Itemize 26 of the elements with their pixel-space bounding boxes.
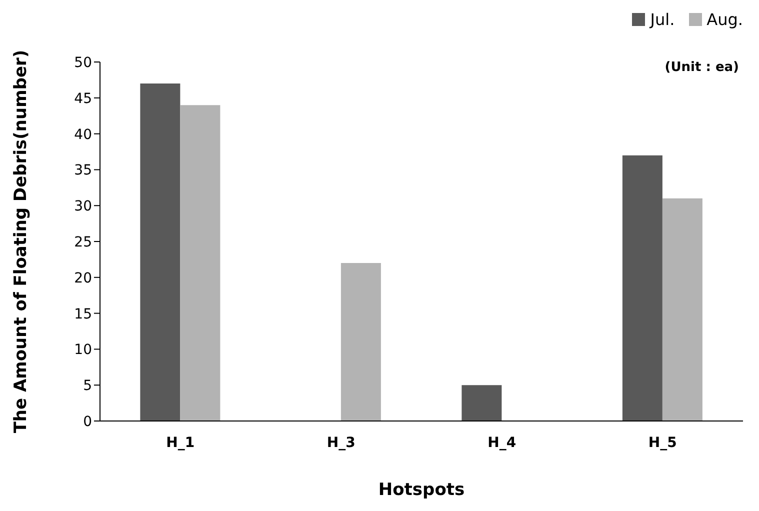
x-tick-label: H_3: [326, 434, 356, 451]
legend-label: Jul.: [650, 10, 675, 29]
bar: [622, 155, 662, 421]
y-axis-title: The Amount of Floating Debris(number): [11, 50, 32, 434]
bar: [462, 385, 502, 421]
bar: [140, 84, 180, 421]
x-tick-label: H_4: [488, 434, 516, 451]
y-tick-label: 5: [83, 378, 92, 394]
legend-label: Aug.: [706, 10, 743, 29]
annotation: (Unit : ea): [664, 60, 739, 75]
bar: [340, 263, 381, 421]
x-tick-label: H_1: [166, 434, 195, 451]
y-tick-label: 50: [74, 54, 92, 71]
bar: [180, 105, 220, 421]
y-tick-label: 0: [83, 414, 92, 430]
x-axis-title: Hotspots: [378, 480, 465, 500]
x-tick-label: H_5: [648, 434, 677, 451]
y-tick-label: 30: [74, 198, 92, 215]
y-tick-label: 45: [74, 90, 92, 107]
y-tick-label: 10: [74, 342, 92, 358]
y-tick-label: 25: [74, 234, 92, 250]
bar: [662, 198, 702, 421]
y-tick-label: 35: [74, 162, 92, 179]
y-tick-label: 40: [74, 126, 92, 143]
y-tick-label: 20: [74, 270, 92, 286]
y-tick-label: 15: [74, 306, 92, 322]
